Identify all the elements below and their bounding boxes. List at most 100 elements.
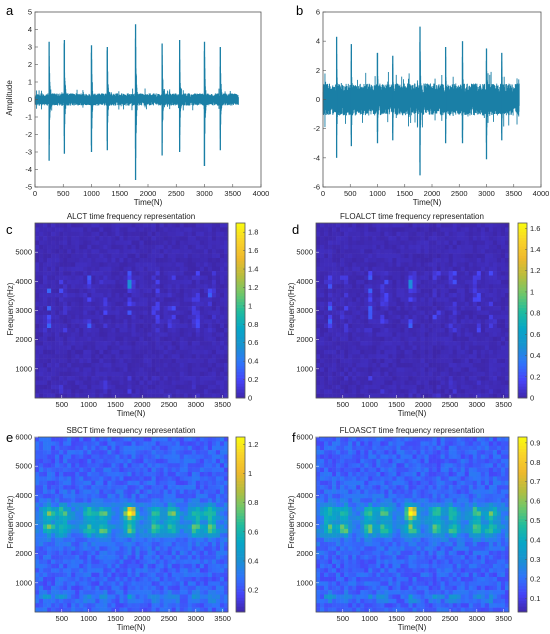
heatmap-cell — [35, 301, 40, 307]
heatmap-cell — [67, 367, 72, 373]
heatmap-cell — [364, 393, 369, 399]
heatmap-cell — [440, 376, 445, 381]
heatmap-cell — [448, 384, 454, 390]
heatmap-cell — [95, 301, 100, 307]
heatmap-cell — [336, 323, 341, 329]
heatmap-cell — [420, 349, 425, 355]
heatmap-cell — [39, 568, 44, 573]
heatmap-cell — [59, 227, 64, 233]
heatmap-cell — [203, 341, 209, 346]
heatmap-cell — [87, 498, 92, 503]
colorbar-segment — [236, 307, 245, 311]
heatmap-cell — [400, 258, 405, 263]
heatmap-cell — [59, 594, 64, 600]
heatmap-cell — [47, 498, 52, 503]
heatmap-cell — [464, 236, 470, 241]
heatmap-cell — [436, 253, 441, 259]
heatmap-cell — [95, 376, 100, 381]
heatmap-cell — [207, 262, 213, 268]
heatmap-cell — [320, 284, 325, 289]
heatmap-cell — [488, 231, 494, 237]
heatmap-cell — [99, 498, 104, 503]
heatmap-cell — [55, 498, 60, 503]
heatmap-cell — [372, 266, 377, 272]
heatmap-cell — [91, 236, 96, 241]
heatmap-cell — [171, 314, 177, 320]
heatmap-cell — [59, 559, 64, 565]
heatmap-cell — [143, 244, 148, 250]
heatmap-cell — [408, 288, 413, 294]
x-tick-label: 1500 — [107, 400, 124, 409]
heatmap-cell — [424, 336, 429, 342]
heatmap-cell — [179, 271, 185, 276]
heatmap-cell — [480, 323, 486, 329]
heatmap-cell — [492, 319, 498, 324]
heatmap-cell — [215, 253, 221, 259]
heatmap-cell — [67, 293, 72, 298]
heatmap-cell — [404, 354, 409, 359]
heatmap-cell — [404, 332, 409, 338]
heatmap-cell — [151, 393, 156, 399]
heatmap-cell — [99, 550, 104, 556]
heatmap-cell — [392, 223, 397, 228]
heatmap-cell — [408, 345, 413, 351]
y-tick-label: -4 — [25, 165, 32, 174]
heatmap-cell — [175, 371, 181, 377]
heatmap-cell — [87, 572, 92, 578]
heatmap-cell — [356, 240, 361, 246]
heatmap-cell — [440, 345, 445, 351]
heatmap-cell — [316, 297, 321, 303]
heatmap-cell — [159, 258, 164, 263]
heatmap-cell — [348, 310, 353, 316]
heatmap-cell — [167, 231, 173, 237]
heatmap-cell — [119, 332, 124, 338]
heatmap-cell — [440, 323, 445, 329]
heatmap-cell — [107, 528, 112, 534]
heatmap-cell — [504, 384, 510, 390]
heatmap-cell — [103, 577, 108, 582]
heatmap-cell — [488, 301, 494, 307]
heatmap-cell — [75, 524, 80, 530]
heatmap-cell — [47, 568, 52, 573]
heatmap-cell — [396, 293, 401, 298]
heatmap-cell — [43, 463, 48, 468]
heatmap-cell — [107, 498, 112, 503]
heatmap-cell — [155, 389, 160, 394]
heatmap-cell — [47, 511, 52, 517]
heatmap-cell — [480, 236, 486, 241]
heatmap-cell — [412, 319, 417, 324]
heatmap-cell — [384, 293, 389, 298]
heatmap-cell — [55, 559, 60, 565]
heatmap-cell — [219, 258, 225, 263]
heatmap-cell — [215, 336, 221, 342]
heatmap-cell — [63, 380, 68, 386]
heatmap-cell — [75, 577, 80, 582]
heatmap-cell — [35, 380, 40, 386]
heatmap-cell — [416, 371, 421, 377]
heatmap-cell — [183, 306, 189, 311]
heatmap-cell — [51, 542, 56, 547]
heatmap-cell — [119, 244, 124, 250]
heatmap-cell — [392, 328, 397, 333]
heatmap-cell — [203, 314, 209, 320]
heatmap-cell — [39, 555, 44, 560]
heatmap-cell — [163, 279, 168, 285]
heatmap-cell — [51, 550, 56, 556]
heatmap-cell — [344, 301, 349, 307]
heatmap-cell — [107, 441, 112, 447]
heatmap-cell — [59, 393, 64, 399]
heatmap-cell — [211, 380, 217, 386]
heatmap-cell — [388, 284, 393, 289]
heatmap-cell — [135, 345, 140, 351]
heatmap-cell — [380, 253, 385, 259]
heatmap-cell — [67, 537, 72, 543]
heatmap-cell — [39, 231, 44, 237]
heatmap-cell — [504, 363, 510, 368]
heatmap-cell — [135, 253, 140, 259]
heatmap-cell — [71, 275, 76, 281]
colorbar-tick-label: 0.4 — [248, 357, 258, 366]
heatmap-cell — [155, 253, 160, 259]
heatmap-cell — [396, 323, 401, 329]
heatmap-cell — [131, 249, 136, 254]
heatmap-cell — [91, 332, 96, 338]
